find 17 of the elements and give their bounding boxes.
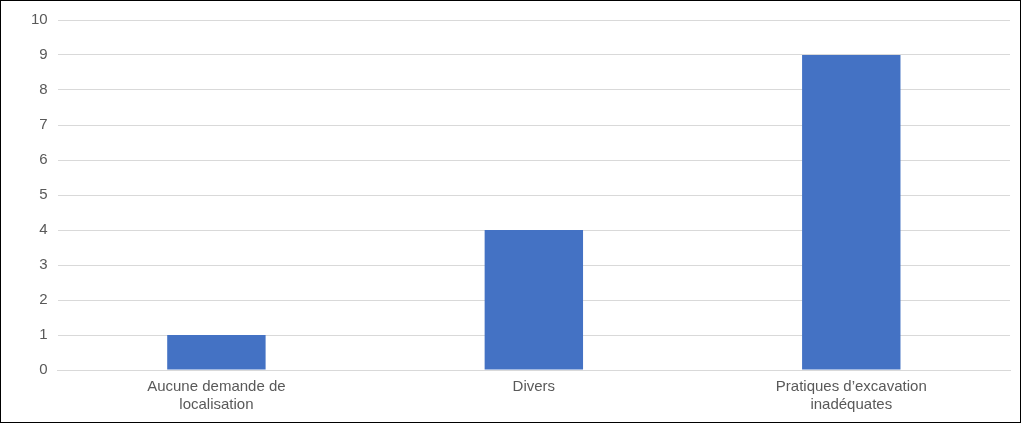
y-tick-label: 0 [39,360,48,378]
y-tick-label: 10 [31,10,48,28]
bar [167,335,266,370]
y-tick-label: 7 [39,115,48,133]
y-tick-label: 4 [39,220,48,238]
y-tick-label: 6 [39,150,48,168]
bar [484,230,584,370]
y-tick-label: 2 [39,290,48,308]
y-tick-label: 3 [39,255,48,273]
y-tick-label: 8 [39,80,48,98]
x-tick-label: Pratiques d’excavation inadéquates [775,377,927,413]
bar [802,55,901,370]
y-tick-label: 5 [39,185,48,203]
y-tick-label: 1 [39,325,48,343]
x-tick-label: Divers [512,377,556,395]
x-tick-label: Aucune demande de localisation [147,377,286,413]
y-tick-label: 9 [39,45,48,63]
